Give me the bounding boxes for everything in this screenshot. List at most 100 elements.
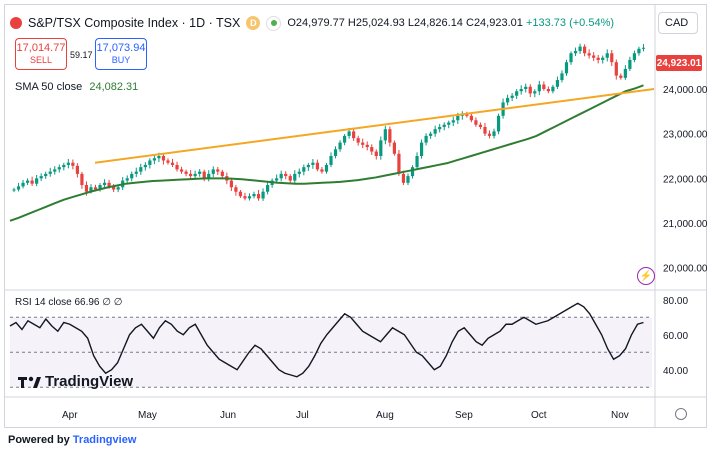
sell-label: SELL [29, 55, 53, 65]
candle-body [524, 86, 528, 89]
candle-body [456, 115, 460, 121]
trend-line [94, 88, 655, 164]
buy-button[interactable]: 17,073.94 BUY [95, 38, 147, 70]
candle-body [619, 75, 623, 78]
candle-body [134, 171, 138, 174]
candle-body [256, 193, 261, 199]
candle-body [288, 176, 292, 181]
candle-body [207, 173, 211, 179]
candle-body [62, 164, 66, 168]
sma-value: 24,082.31 [89, 81, 139, 93]
candle-body [379, 140, 383, 156]
candle-body [179, 169, 184, 172]
rsi-legend[interactable]: RSI 14 close 66.96 ∅ ∅ [15, 297, 123, 308]
market-status-badge[interactable]: D [246, 16, 261, 30]
open-value: O24,979.77 [287, 17, 345, 29]
candle-body [451, 120, 455, 123]
candle-body [564, 62, 569, 74]
candle-body [628, 59, 632, 69]
candle-body [75, 165, 79, 174]
symbol-title[interactable]: S&P/TSX Composite Index · 1D · TSX [28, 16, 241, 30]
candle-body [397, 153, 401, 174]
candle-body [587, 53, 591, 56]
time-tick-label: Apr [62, 410, 78, 421]
candle-body [347, 131, 351, 136]
candle-body [306, 164, 310, 168]
candle-body [356, 138, 360, 143]
candle-body [573, 51, 578, 54]
change-value: +133.73 (+0.54%) [525, 17, 615, 29]
candle-body [370, 147, 374, 152]
candle-body [506, 97, 510, 103]
close-value: C24,923.01 [466, 17, 523, 29]
alert-bolt-icon[interactable]: ⚡ [637, 267, 655, 285]
candle-body [438, 126, 442, 130]
candle-body [510, 95, 514, 98]
candle-body [152, 158, 156, 161]
powered-brand-link[interactable]: Tradingview [72, 434, 137, 446]
candle-body [184, 171, 188, 174]
candle-body [125, 178, 129, 181]
candle-body [483, 126, 487, 134]
candle-body [229, 180, 233, 188]
candle-body [170, 162, 175, 165]
ohlc-readout: O24,979.77 H25,024.93 L24,826.14 C24,923… [287, 17, 614, 29]
candle-body [98, 185, 102, 190]
data-status-icon[interactable] [266, 15, 282, 31]
candle-body [533, 91, 537, 94]
rsi-tick-label: 60.00 [663, 331, 688, 342]
candle-body [25, 180, 30, 183]
candle-body [320, 169, 324, 172]
powered-prefix: Powered by [8, 434, 73, 446]
time-tick-label: Sep [455, 410, 473, 421]
candle-body [324, 164, 329, 172]
candle-body [632, 53, 637, 60]
buy-price: 17,073.94 [96, 42, 146, 54]
candle-body [266, 185, 270, 192]
candle-body [410, 167, 415, 177]
candle-body [474, 120, 478, 125]
candle-body [297, 171, 301, 174]
candle-body [492, 131, 496, 136]
low-value: L24,826.14 [407, 17, 463, 29]
price-tick-label: 22,000.00 [663, 174, 708, 185]
candle-body [148, 160, 152, 165]
currency-selector[interactable]: CAD [658, 12, 698, 34]
candle-body [57, 167, 61, 170]
candle-body [252, 193, 256, 197]
candle-body [392, 142, 396, 154]
spread-value: 59.17 [70, 50, 93, 60]
candle-body [311, 162, 315, 165]
chart-frame [4, 4, 707, 428]
candle-body [315, 162, 320, 170]
candle-body [44, 173, 48, 177]
candle-body [202, 171, 206, 179]
candle-body [247, 196, 252, 199]
candle-body [12, 189, 16, 191]
candle-body [383, 129, 387, 141]
candle-body [66, 162, 70, 165]
candle-body [592, 55, 596, 58]
sma-legend[interactable]: SMA 50 close 24,082.31 [15, 81, 138, 93]
candle-body [139, 167, 143, 172]
rsi-line [9, 302, 644, 378]
candle-body [333, 149, 338, 156]
candle-body [35, 178, 39, 184]
sell-price: 17,014.77 [16, 42, 66, 54]
price-tick-label: 21,000.00 [663, 219, 708, 230]
symbol-logo-icon[interactable] [10, 17, 22, 29]
candle-body [614, 62, 618, 76]
candle-body [107, 182, 111, 187]
candle-body [71, 162, 75, 166]
settings-gear-icon[interactable] [675, 408, 687, 420]
candle-body [116, 187, 120, 190]
sell-button[interactable]: 17,014.77 SELL [15, 38, 67, 70]
candle-body [496, 115, 501, 132]
candle-body [433, 129, 437, 134]
candle-body [406, 176, 410, 183]
sma-label: SMA 50 close [15, 81, 83, 93]
price-tick-label: 20,000.00 [663, 264, 708, 275]
candle-body [198, 171, 202, 174]
candle-body [419, 142, 424, 156]
